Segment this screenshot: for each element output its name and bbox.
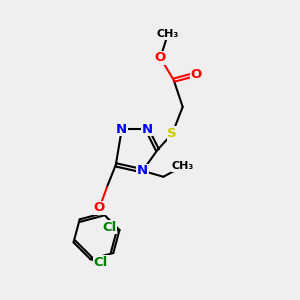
Text: O: O bbox=[190, 68, 202, 81]
Text: N: N bbox=[116, 123, 127, 136]
Text: S: S bbox=[167, 127, 177, 140]
Text: CH₃: CH₃ bbox=[172, 161, 194, 171]
Text: N: N bbox=[142, 123, 153, 136]
Text: CH₃: CH₃ bbox=[157, 29, 179, 39]
Text: O: O bbox=[155, 51, 166, 64]
Text: Cl: Cl bbox=[102, 220, 116, 234]
Text: Cl: Cl bbox=[94, 256, 108, 268]
Text: N: N bbox=[137, 164, 148, 177]
Text: O: O bbox=[94, 202, 105, 214]
